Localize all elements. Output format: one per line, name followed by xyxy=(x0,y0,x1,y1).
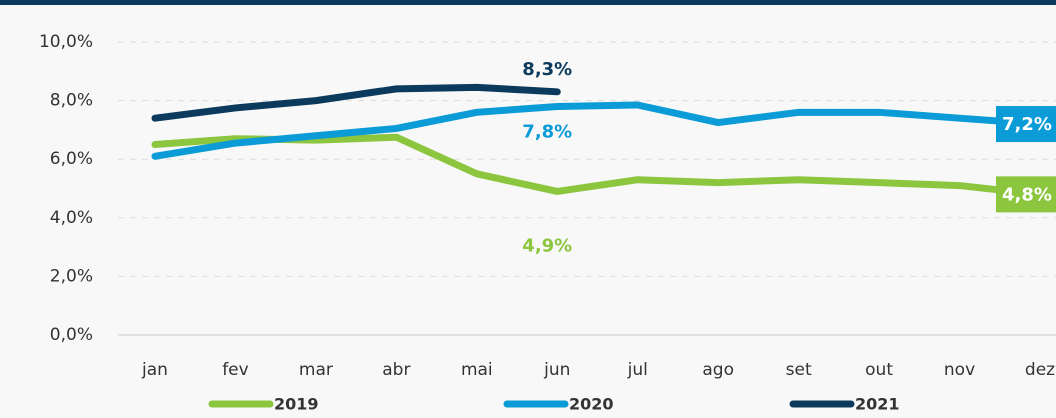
x-tick-label: abr xyxy=(382,360,410,380)
x-tick-label: nov xyxy=(944,360,975,380)
label-box xyxy=(996,176,1056,213)
x-tick-label: ago xyxy=(702,360,734,380)
y-tick-label: 6,0% xyxy=(50,149,93,169)
line xyxy=(151,101,1044,160)
data-label: 7,2% xyxy=(1002,114,1052,135)
legend-label: 2020 xyxy=(569,395,614,414)
x-tick-label: mai xyxy=(461,360,493,380)
legend-label: 2019 xyxy=(274,395,319,414)
y-tick-label: 4,0% xyxy=(50,208,93,228)
y-tick-label: 8,0% xyxy=(50,91,93,111)
x-tick-label: jan xyxy=(141,360,168,380)
x-tick-label: dez xyxy=(1025,360,1055,380)
legend-label: 2021 xyxy=(855,395,900,414)
x-tick-label: out xyxy=(865,360,893,380)
x-tick-label: set xyxy=(786,360,812,380)
line xyxy=(151,83,561,122)
top-bar xyxy=(0,0,1056,5)
x-tick-label: mar xyxy=(299,360,333,380)
label-box xyxy=(996,106,1056,143)
y-tick-label: 0,0% xyxy=(50,325,93,345)
data-label: 4,9% xyxy=(522,235,572,256)
x-tick-label: fev xyxy=(222,360,249,380)
y-tick-label: 10,0% xyxy=(39,32,93,52)
x-tick-label: jul xyxy=(627,360,648,380)
x-tick-label: jun xyxy=(543,360,570,380)
data-label: 7,8% xyxy=(522,121,572,142)
y-tick-label: 2,0% xyxy=(50,266,93,286)
data-label: 4,8% xyxy=(1002,184,1052,205)
data-label: 8,3% xyxy=(522,59,572,80)
